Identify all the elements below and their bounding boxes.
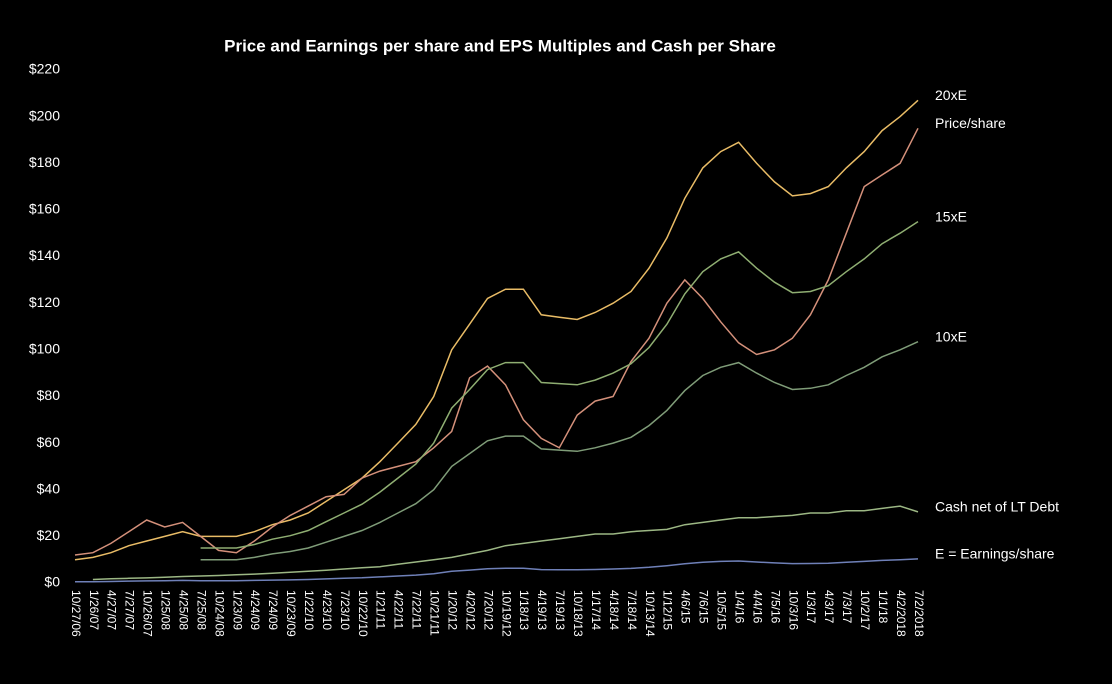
x-tick-label: 10/22/10 xyxy=(356,590,370,637)
x-tick-label: 4/25/08 xyxy=(176,590,190,630)
x-tick-label: 1/12/15 xyxy=(661,590,675,630)
series-line xyxy=(74,99,919,561)
x-tick-label: 7/22/11 xyxy=(410,590,424,629)
series-label: Price/share xyxy=(935,115,1006,131)
x-tick-label: 1/26/07 xyxy=(87,590,101,630)
x-tick-label: 1/1/18 xyxy=(876,590,890,624)
x-tick-label: 10/21/11 xyxy=(428,590,442,636)
x-tick-label: 4/23/10 xyxy=(320,590,334,630)
x-tick-label: 4/4/16 xyxy=(750,590,764,624)
x-tick-label: 10/18/13 xyxy=(571,590,585,637)
x-tick-label: 7/20/12 xyxy=(481,590,495,630)
x-tick-label: 10/2/17 xyxy=(858,590,872,630)
x-tick-label: 7/5/16 xyxy=(768,590,782,624)
x-tick-label: 7/18/14 xyxy=(625,590,639,630)
series-line xyxy=(200,341,919,561)
x-tick-label: 10/3/16 xyxy=(786,590,800,630)
x-tick-label: 4/20/12 xyxy=(463,590,477,630)
y-tick-label: $40 xyxy=(37,480,61,496)
x-tick-label: 1/18/13 xyxy=(517,590,531,630)
y-tick-label: $140 xyxy=(29,247,60,263)
x-tick-label: 1/3/17 xyxy=(804,590,818,624)
x-tick-label: 1/22/10 xyxy=(302,590,316,630)
series-line xyxy=(74,558,919,583)
x-tick-label: 10/19/12 xyxy=(499,590,513,637)
x-tick-label: 1/20/12 xyxy=(445,590,459,630)
y-tick-label: $160 xyxy=(29,201,60,217)
x-tick-label: 7/27/07 xyxy=(123,590,137,630)
series-label: 20xE xyxy=(935,87,967,103)
y-tick-label: $100 xyxy=(29,341,60,357)
x-tick-label: 4/22/11 xyxy=(392,590,406,629)
x-tick-label: 7/3/17 xyxy=(840,590,854,624)
y-tick-label: $20 xyxy=(37,527,61,543)
x-tick-label: 1/23/09 xyxy=(230,590,244,630)
series-label: 10xE xyxy=(935,328,967,344)
series-line xyxy=(92,505,919,581)
series-label: E = Earnings/share xyxy=(935,546,1055,562)
x-tick-label: 10/27/06 xyxy=(69,590,83,637)
x-tick-label: 7/24/09 xyxy=(266,590,280,630)
x-tick-label: 1/17/14 xyxy=(589,590,603,630)
y-tick-label: $200 xyxy=(29,107,60,123)
x-tick-label: 7/6/15 xyxy=(697,590,711,624)
x-tick-label: 7/19/13 xyxy=(553,590,567,630)
x-tick-label: 1/4/16 xyxy=(732,590,746,624)
x-tick-label: 10/5/15 xyxy=(715,590,729,630)
x-tick-label: 10/23/09 xyxy=(284,590,298,637)
y-tick-label: $220 xyxy=(29,61,60,77)
x-tick-label: 4/27/07 xyxy=(105,590,119,630)
x-tick-label: 4/3/17 xyxy=(822,590,836,624)
x-tick-label: 10/26/07 xyxy=(141,590,155,637)
series-label: Cash net of LT Debt xyxy=(935,499,1059,515)
x-tick-label: 4/24/09 xyxy=(248,590,262,630)
chart-title: Price and Earnings per share and EPS Mul… xyxy=(224,36,776,55)
x-tick-label: 1/25/08 xyxy=(159,590,173,630)
y-tick-label: $180 xyxy=(29,154,60,170)
x-tick-label: 7/23/10 xyxy=(338,590,352,630)
x-tick-label: 4/2/2018 xyxy=(894,590,908,637)
x-tick-label: 10/13/14 xyxy=(643,590,657,637)
x-tick-label: 4/19/13 xyxy=(535,590,549,630)
x-tick-label: 7/2/2018 xyxy=(912,590,926,637)
series-line xyxy=(74,127,919,556)
x-tick-label: 1/21/11 xyxy=(374,590,388,629)
y-tick-label: $120 xyxy=(29,294,60,310)
y-tick-label: $60 xyxy=(37,434,61,450)
series-line xyxy=(200,220,919,549)
y-tick-label: $80 xyxy=(37,387,61,403)
y-tick-label: $0 xyxy=(44,574,60,590)
x-tick-label: 4/18/14 xyxy=(607,590,621,630)
x-tick-label: 10/24/08 xyxy=(212,590,226,637)
series-label: 15xE xyxy=(935,208,967,224)
x-tick-label: 4/6/15 xyxy=(679,590,693,624)
x-tick-label: 7/25/08 xyxy=(194,590,208,630)
